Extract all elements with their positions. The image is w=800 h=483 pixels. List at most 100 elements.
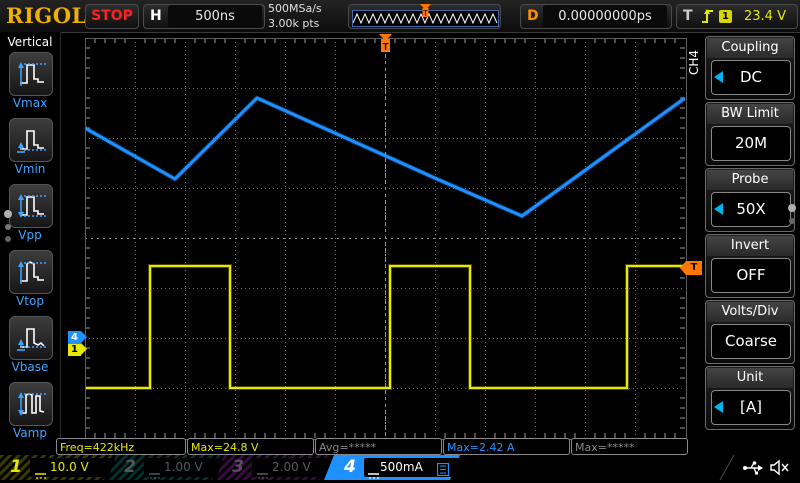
dc-icon: [257, 464, 268, 479]
channel-block-1[interactable]: 1 10.0 V: [0, 455, 133, 480]
channel-block-3[interactable]: 3 2.00 V: [216, 455, 349, 480]
ch4-ground-marker-arrow: [81, 331, 87, 343]
ch1-ground-marker-arrow: [81, 343, 87, 355]
sidebar-item-vtop[interactable]: Vtop: [8, 250, 53, 316]
left-arrow-icon: [714, 401, 723, 413]
sample-rate-label: 500MSa/s: [268, 2, 322, 15]
delay-letter: D: [527, 8, 539, 24]
channel-block-2[interactable]: 2 1.00 V: [108, 455, 241, 480]
vtop-icon: [9, 250, 53, 294]
trigger-level-marker[interactable]: T: [686, 261, 702, 275]
channel-status-bar: 1 10.0 V 2 1.00 V: [0, 455, 800, 480]
menu-bw-limit[interactable]: BW Limit 20M: [705, 102, 795, 166]
sidebar-item-vpp[interactable]: Vpp: [8, 184, 53, 250]
grid-ticks: [85, 38, 685, 438]
vmax-icon: [9, 52, 53, 96]
measurement-item[interactable]: Max=2.42 A: [443, 438, 570, 455]
timebase-value: 500ns: [168, 5, 262, 28]
channel-scale-value: 1.00 V: [144, 458, 241, 477]
right-page-dot-2[interactable]: [789, 218, 795, 224]
channel-number: 3: [232, 457, 244, 477]
menu-unit[interactable]: Unit [A]: [705, 366, 795, 430]
run-state-label: STOP: [91, 8, 133, 24]
left-arrow-icon: [714, 71, 723, 83]
ch1-ground-marker[interactable]: 1: [68, 343, 81, 356]
sidebar-item-vbase[interactable]: Vbase: [8, 316, 53, 382]
usb-icon: [743, 460, 763, 480]
speaker-muted-icon[interactable]: [770, 459, 790, 480]
trigger-letter: T: [683, 8, 693, 24]
channel-number: 2: [124, 457, 136, 477]
menu-coupling[interactable]: Coupling DC: [705, 36, 795, 100]
dc-icon: [368, 464, 379, 479]
delay-box[interactable]: D 0.00000000ps: [520, 4, 672, 29]
menu-value: 20M: [711, 126, 791, 161]
channel-block-4[interactable]: 4 500mA: [324, 455, 477, 480]
probe-unit-icon: [436, 461, 450, 480]
menu-value: Coarse: [711, 324, 791, 359]
right-channel-menu: Coupling DC BW Limit 20M Probe 50X Inver…: [705, 34, 796, 454]
waveform-preview-box[interactable]: T: [348, 4, 501, 29]
left-measure-menu: Vertical Vmax: [0, 32, 61, 455]
vmin-icon: [9, 118, 53, 162]
left-arrow-icon: [714, 203, 723, 215]
channel-scale-value: 2.00 V: [252, 458, 349, 477]
vpp-icon: [9, 184, 53, 228]
ch4-waveform-trace: [85, 95, 685, 219]
channel-scale-value: 500mA: [364, 458, 477, 477]
top-header-bar: RIGOL STOP H 500ns 500MSa/s 3.00k pts T: [0, 0, 800, 33]
sidebar-item-label: Vpp: [18, 228, 42, 242]
acquisition-info: 500MSa/s 3.00k pts: [268, 1, 346, 31]
menu-volts-div[interactable]: Volts/Div Coarse: [705, 300, 795, 364]
ch4-ground-marker[interactable]: 4: [68, 331, 81, 344]
vbase-icon: [9, 316, 53, 360]
svg-text:T: T: [423, 9, 428, 18]
menu-value: DC: [711, 60, 791, 95]
channel-number: 4: [344, 457, 356, 477]
trigger-position-marker-preview: T: [420, 3, 431, 18]
plot-channel-label: CH4: [687, 50, 701, 76]
run-stop-button[interactable]: STOP: [85, 4, 139, 29]
rising-edge-icon: [701, 9, 715, 24]
trigger-position-marker[interactable]: T: [379, 34, 392, 54]
trigger-box[interactable]: T 1 23.4 V: [676, 4, 798, 29]
vamp-icon: [9, 382, 53, 426]
measurement-item[interactable]: Freq=422kHz: [56, 438, 186, 455]
trigger-source-badge: 1: [719, 10, 732, 23]
menu-title: BW Limit: [707, 104, 793, 124]
menu-value: [A]: [711, 390, 791, 425]
menu-title: Invert: [707, 236, 793, 256]
menu-value: 50X: [711, 192, 791, 227]
measurement-bar: Freq=422kHz Max=24.8 V Avg=***** Max=2.4…: [56, 438, 688, 455]
left-menu-title: Vertical: [7, 35, 53, 49]
timebase-letter: H: [150, 8, 162, 24]
measurement-item[interactable]: Max=*****: [571, 438, 688, 455]
memory-depth-label: 3.00k pts: [268, 17, 320, 30]
trigger-level-marker-arrow: [680, 261, 686, 275]
sidebar-item-label: Vtop: [16, 294, 44, 308]
sidebar-item-label: Vmax: [12, 96, 48, 110]
left-page-dot-1[interactable]: [4, 210, 12, 218]
timebase-box[interactable]: H 500ns: [143, 4, 265, 29]
measurement-item[interactable]: Max=24.8 V: [187, 438, 314, 455]
left-page-dot-2[interactable]: [5, 224, 11, 230]
measurement-item[interactable]: Avg=*****: [315, 438, 442, 455]
trigger-position-line: [385, 54, 386, 438]
delay-value: 0.00000000ps: [543, 5, 667, 28]
sidebar-item-vamp[interactable]: Vamp: [8, 382, 53, 448]
brand-logo: RIGOL: [6, 3, 87, 28]
menu-probe[interactable]: Probe 50X: [705, 168, 795, 232]
left-page-dot-3[interactable]: [5, 236, 11, 242]
sidebar-item-vmin[interactable]: Vmin: [8, 118, 53, 184]
menu-title: Coupling: [707, 38, 793, 58]
menu-title: Volts/Div: [707, 302, 793, 322]
menu-title: Unit: [707, 368, 793, 388]
sidebar-item-vmax[interactable]: Vmax: [8, 52, 53, 118]
menu-invert[interactable]: Invert OFF: [705, 234, 795, 298]
trigger-level-value: 23.4 V: [744, 9, 786, 24]
sidebar-item-label: Vbase: [11, 360, 49, 374]
svg-text:T: T: [382, 42, 388, 53]
right-page-dot-1[interactable]: [788, 204, 796, 212]
menu-value: OFF: [711, 258, 791, 293]
